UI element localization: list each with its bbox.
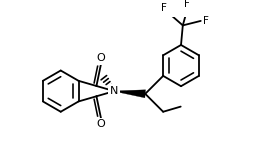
Text: F: F — [184, 0, 190, 9]
Text: F: F — [203, 16, 209, 26]
Text: N: N — [110, 86, 119, 96]
Polygon shape — [120, 90, 146, 98]
Text: F: F — [161, 3, 167, 13]
Text: O: O — [97, 53, 105, 63]
Text: O: O — [97, 119, 105, 129]
